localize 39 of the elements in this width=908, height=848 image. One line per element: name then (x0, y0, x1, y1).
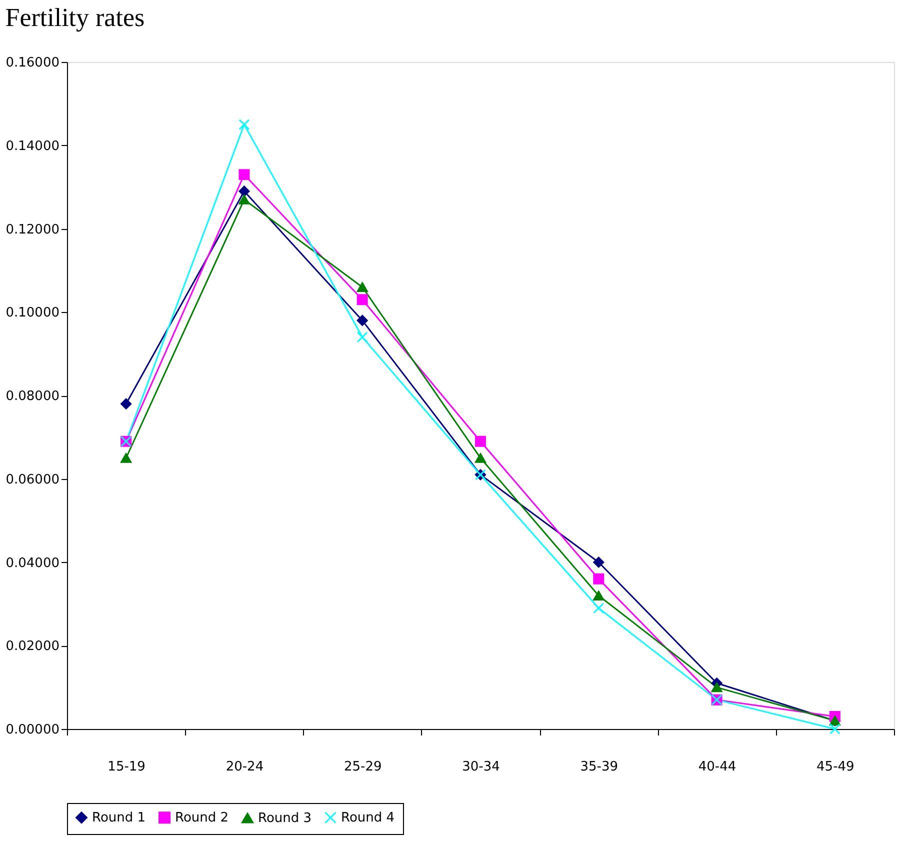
y-tick-label: 0.10000 (6, 306, 60, 321)
point (238, 194, 250, 204)
x-tick-label: 40-44 (698, 760, 736, 774)
point (356, 332, 368, 343)
y-tick-label: 0.00000 (6, 722, 60, 738)
x-tick-label: 35-39 (580, 760, 618, 774)
y-tick-label: 0.02000 (6, 639, 60, 654)
y-tick-label: 0.04000 (6, 556, 60, 571)
point (238, 169, 250, 180)
x-tick-label: 30-34 (462, 760, 500, 774)
x-tick-label: 45-49 (816, 760, 854, 774)
point (593, 573, 604, 584)
point (711, 682, 722, 692)
legend-label: Round 1 (92, 810, 146, 826)
y-tick-label: 0.12000 (6, 222, 60, 238)
point (829, 724, 840, 734)
point (593, 556, 604, 568)
point (356, 282, 368, 292)
legend-label: Round 2 (175, 810, 229, 826)
point (475, 436, 486, 447)
legend-label: Round 3 (258, 810, 312, 826)
point (120, 453, 132, 463)
point (238, 186, 250, 197)
point (475, 453, 486, 463)
point (120, 398, 132, 410)
y-tick-label: 0.08000 (6, 389, 60, 404)
point (356, 294, 368, 306)
point (593, 602, 604, 614)
x-tick-label: 20-24 (226, 760, 264, 774)
point (593, 590, 604, 600)
legend-label: Round 4 (341, 810, 395, 826)
y-tick-label: 0.14000 (6, 138, 60, 154)
y-tick-label: 0.16000 (6, 56, 60, 70)
point (238, 119, 250, 130)
chart-title: Fertility rates (5, 3, 145, 32)
y-tick-label: 0.06000 (6, 472, 60, 488)
x-tick-label: 15-19 (108, 760, 146, 774)
point (356, 314, 368, 326)
x-tick-label: 25-29 (344, 760, 382, 774)
